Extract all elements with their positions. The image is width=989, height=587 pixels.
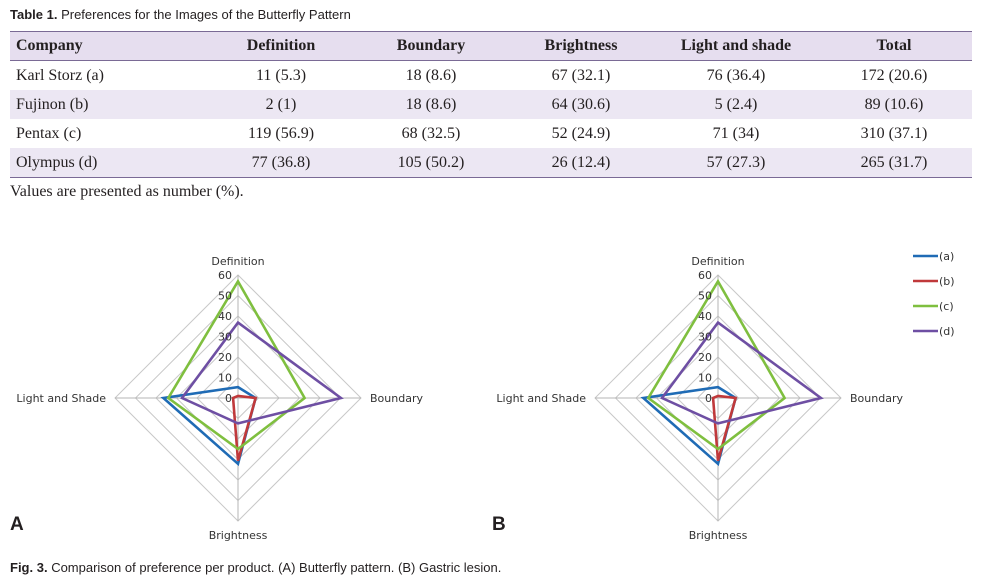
- series-line-3: [646, 278, 787, 451]
- header-boundary: Boundary: [356, 31, 506, 61]
- figure-label: Fig. 3.: [10, 560, 48, 575]
- table-cell: 71 (34): [712, 124, 760, 142]
- axis-label: Brightness: [209, 529, 268, 542]
- table-row: Karl Storz (a) 11 (5.3) 18 (8.6) 67 (32.…: [10, 61, 972, 91]
- table-title: Preferences for the Images of the Butter…: [61, 7, 351, 22]
- axis-label: Definition: [691, 255, 744, 268]
- series-line-2: [231, 394, 258, 462]
- table-cell: Karl Storz (a): [16, 66, 104, 84]
- table-cell: 105 (50.2): [356, 148, 506, 178]
- tick-label: 50: [218, 290, 232, 303]
- table-label: Table 1.: [10, 7, 58, 22]
- tick-label: 60: [218, 269, 232, 282]
- table-cell: 119 (56.9): [247, 124, 315, 142]
- tick-label: 0: [705, 392, 712, 405]
- header-light-and-shade: Light and shade: [656, 31, 816, 61]
- series-line-3: [166, 278, 307, 451]
- table-cell: Pentax (c): [16, 124, 82, 142]
- tick-label: 40: [218, 310, 232, 323]
- table-cell: 57 (27.3): [656, 148, 816, 178]
- table-cell: 68 (32.5): [401, 124, 461, 142]
- table-cell: 5 (2.4): [714, 95, 758, 113]
- tick-label: 0: [225, 392, 232, 405]
- table-header-row: Company Definition Boundary Brightness L…: [10, 31, 972, 61]
- tick-label: 40: [698, 310, 712, 323]
- table-cell: 2 (1): [265, 95, 297, 113]
- table-caption: Table 1. Preferences for the Images of t…: [10, 7, 351, 22]
- table-cell: 77 (36.8): [206, 148, 356, 178]
- panel-label-a: A: [10, 514, 24, 535]
- tick-label: 50: [698, 290, 712, 303]
- axis-label: Light and Shade: [496, 392, 586, 405]
- axis-label: Light and Shade: [16, 392, 106, 405]
- series-line-1: [640, 385, 738, 467]
- tick-label: 20: [218, 351, 232, 364]
- panel-label-b: B: [492, 514, 506, 535]
- figure-caption: Fig. 3. Comparison of preference per pro…: [10, 560, 501, 575]
- axis-label: Brightness: [689, 529, 748, 542]
- legend-label: (a): [939, 250, 954, 263]
- table-cell: 26 (12.4): [506, 148, 656, 178]
- header-definition: Definition: [206, 31, 356, 61]
- series-line-4: [180, 320, 344, 425]
- table-row: Pentax (c) 119 (56.9) 68 (32.5) 52 (24.9…: [10, 119, 972, 148]
- table-cell: 89 (10.6): [864, 95, 924, 113]
- table-cell: 64 (30.6): [551, 95, 611, 113]
- header-brightness: Brightness: [506, 31, 656, 61]
- table-cell: 52 (24.9): [551, 124, 611, 142]
- axis-label: Boundary: [370, 392, 423, 405]
- table-cell: 265 (31.7): [816, 148, 972, 178]
- table-cell: 67 (32.1): [551, 66, 611, 84]
- header-total: Total: [816, 31, 972, 61]
- figure-caption-text: Comparison of preference per product. (A…: [51, 560, 502, 575]
- legend-label: (c): [939, 300, 954, 313]
- legend-label: (b): [939, 275, 955, 288]
- table-note: Values are presented as number (%).: [10, 183, 244, 200]
- tick-label: 10: [218, 372, 232, 385]
- axis-label: Definition: [211, 255, 264, 268]
- table-cell: 18 (8.6): [405, 95, 457, 113]
- table-row: Fujinon (b) 2 (1) 18 (8.6) 64 (30.6) 5 (…: [10, 90, 972, 119]
- series-line-1: [160, 385, 258, 467]
- table-cell: 310 (37.1): [860, 124, 928, 142]
- tick-label: 60: [698, 269, 712, 282]
- axis-label: Boundary: [850, 392, 903, 405]
- series-line-4: [660, 320, 824, 425]
- series-line-2: [711, 394, 738, 462]
- table-cell: Fujinon (b): [16, 95, 89, 113]
- table-cell: 11 (5.3): [255, 66, 307, 84]
- legend-label: (d): [939, 325, 955, 338]
- tick-label: 10: [698, 372, 712, 385]
- tick-label: 20: [698, 351, 712, 364]
- tick-label: 30: [218, 331, 232, 344]
- table-cell: 172 (20.6): [860, 66, 928, 84]
- preference-table: Company Definition Boundary Brightness L…: [10, 31, 972, 178]
- table-cell: 18 (8.6): [405, 66, 457, 84]
- table-cell: Olympus (d): [10, 148, 206, 178]
- table-cell: 76 (36.4): [706, 66, 766, 84]
- header-company: Company: [10, 31, 206, 61]
- tick-label: 30: [698, 331, 712, 344]
- table-row: Olympus (d) 77 (36.8) 105 (50.2) 26 (12.…: [10, 148, 972, 178]
